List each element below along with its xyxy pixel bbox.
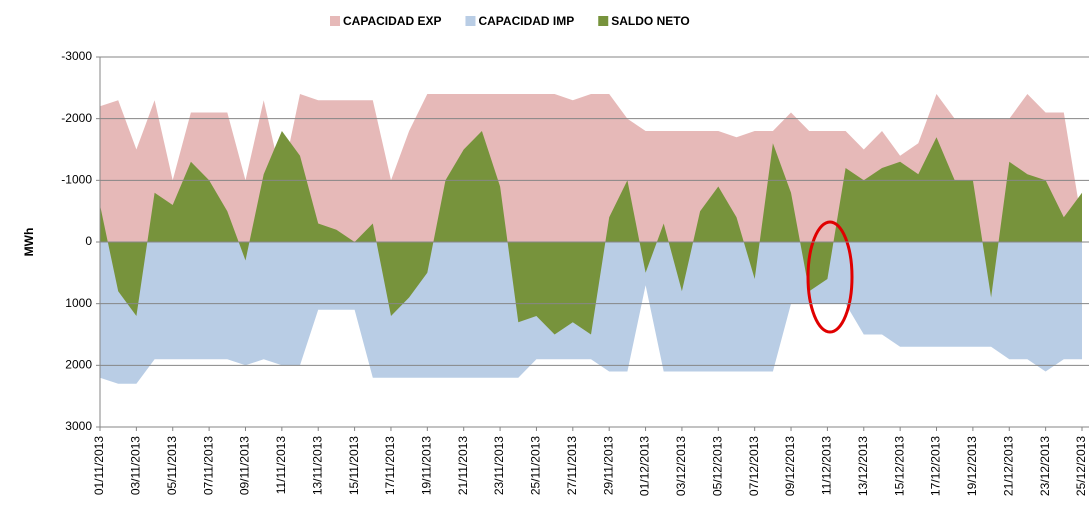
- x-tick-label: 21/12/2013: [1001, 436, 1015, 496]
- y-tick-label: 2000: [65, 358, 92, 372]
- x-tick-label: 13/12/2013: [856, 436, 870, 496]
- x-tick-label: 25/11/2013: [529, 436, 543, 495]
- legend-swatch: [330, 16, 340, 26]
- x-tick-label: 03/11/2013: [129, 436, 143, 495]
- x-tick-label: 27/11/2013: [565, 436, 579, 495]
- x-tick-label: 11/11/2013: [274, 436, 288, 495]
- y-axis-label: MWh: [22, 228, 36, 257]
- x-tick-label: 09/11/2013: [238, 436, 252, 495]
- x-tick-label: 09/12/2013: [783, 436, 797, 496]
- x-tick-label: 11/12/2013: [820, 436, 834, 495]
- legend-label: CAPACIDAD IMP: [478, 14, 574, 28]
- x-tick-label: 07/12/2013: [747, 436, 761, 496]
- x-tick-label: 03/12/2013: [674, 436, 688, 496]
- x-tick-label: 15/12/2013: [892, 436, 906, 496]
- x-tick-label: 01/12/2013: [638, 436, 652, 496]
- x-tick-label: 15/11/2013: [347, 436, 361, 495]
- x-tick-label: 23/11/2013: [492, 436, 506, 495]
- x-tick-label: 29/11/2013: [601, 436, 615, 495]
- y-tick-label: 1000: [65, 296, 92, 310]
- x-tick-label: 13/11/2013: [310, 436, 324, 495]
- y-tick-label: -1000: [61, 173, 92, 187]
- x-tick-label: 19/11/2013: [420, 436, 434, 495]
- highlight-ellipse: [806, 220, 854, 334]
- legend-swatch: [598, 16, 609, 26]
- x-tick-label: 19/12/2013: [965, 436, 979, 496]
- x-tick-label: 05/11/2013: [165, 436, 179, 495]
- x-tick-label: 07/11/2013: [201, 436, 215, 495]
- y-tick-label: 0: [85, 234, 92, 248]
- y-tick-label: 3000: [65, 419, 92, 433]
- area: [100, 131, 1082, 335]
- x-tick-label: 17/12/2013: [929, 436, 943, 496]
- x-tick-label: 21/11/2013: [456, 436, 470, 495]
- legend-label: CAPACIDAD EXP: [343, 14, 441, 28]
- plot-area: [100, 94, 1082, 384]
- x-tick-label: 23/12/2013: [1038, 436, 1052, 496]
- y-tick-label: -2000: [61, 111, 92, 125]
- legend-label: SALDO NETO: [611, 14, 689, 28]
- y-tick-label: -3000: [61, 49, 92, 63]
- area: [100, 94, 1082, 242]
- x-tick-label: 17/11/2013: [383, 436, 397, 495]
- legend-swatch: [465, 16, 476, 26]
- x-tick-label: 25/12/2013: [1074, 436, 1088, 496]
- x-tick-label: 05/12/2013: [710, 436, 724, 496]
- x-tick-label: 01/11/2013: [92, 436, 106, 495]
